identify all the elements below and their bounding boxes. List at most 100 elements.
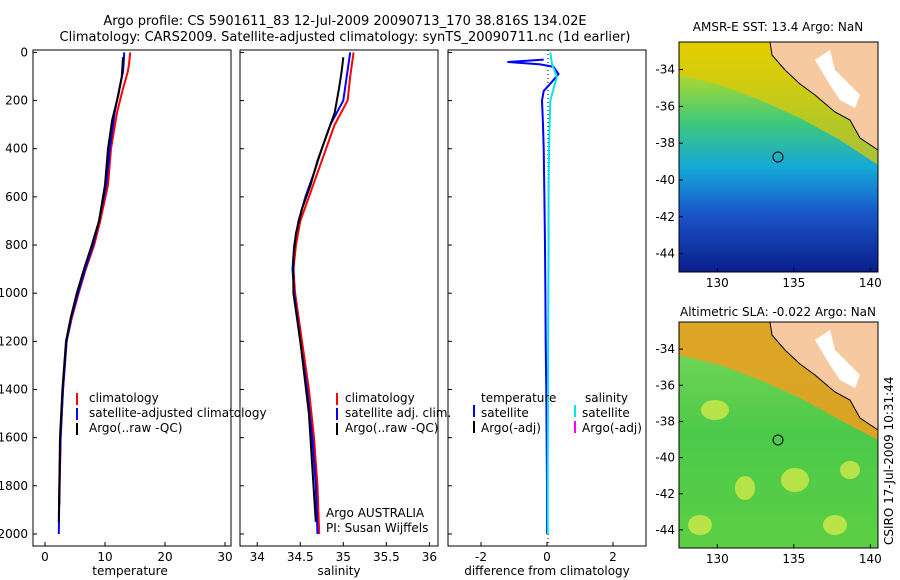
temperature-xlabel: temperature [92,564,167,578]
temperature-legend: climatology satellite-adjusted climatolo… [76,391,267,435]
map-y-tick-label: -34 [655,342,675,356]
y-tick-label: 800 [5,238,28,252]
y-tick-label: 400 [5,142,28,156]
series-line-climatology [292,52,355,535]
y-tick-label: 1600 [0,431,28,445]
x-tick-label: -2 [475,550,487,564]
difference-axis-ticks: -2 0 2 [448,51,617,564]
map-x-tick-label: 135 [782,552,805,566]
map-y-tick-label: -36 [655,99,675,113]
y-tick-label: 0 [20,45,28,59]
pi-annotation: PI: Susan Wijffels [326,521,428,535]
y-tick-label: 1200 [0,334,28,348]
salinity-xlabel: salinity [317,564,360,578]
series-line-satellite-adj-clim- [291,52,352,535]
x-tick-label: 35.5 [373,550,400,564]
sla-map-frame [678,321,879,549]
salinity-panel: 34 34.5 35 35.5 36 salinity climatology sate… [239,49,451,578]
legend-sal-satellite: satellite [582,406,630,420]
sla-argo-location-marker [772,434,784,446]
x-tick-label: 30 [217,550,232,564]
legend-temp-satellite: satellite [481,406,529,420]
x-tick-label: 20 [157,550,172,564]
salinity-legend: climatology satellite adj. clim. Argo(..… [336,391,451,435]
legend-argo: Argo(..raw -QC) [89,421,182,435]
series-line-satellite [507,58,560,534]
legend-salinity-header: salinity [585,391,628,405]
sst-coastline [769,41,879,151]
legend-climatology: climatology [89,391,159,405]
y-tick-label: 200 [5,94,28,108]
map-x-tick-label: 140 [859,276,882,290]
temperature-panel: 0 10 20 30 0 200 400 600 800 1000 1200 1400 1600 1800… [0,45,267,578]
sst-map-title: AMSR-E SST: 13.4 Argo: NaN [693,20,863,34]
series-line-satellite [546,52,558,534]
y-tick-label: 600 [5,190,28,204]
sst-map-frame [678,41,879,273]
salinity-plot-frame [239,49,439,547]
sla-gulf-water [815,330,860,388]
map-y-tick-label: -34 [655,63,675,77]
header-line1: Argo profile: CS 5901611_83 12-Jul-2009 … [103,14,586,29]
header-line2: Climatology: CARS2009. Satellite-adjuste… [60,30,631,45]
sla-coastline [769,321,879,431]
legend-temp-argo: Argo(-adj) [481,421,541,435]
series-line-argo-raw-qc- [57,57,124,522]
x-tick-label: 0 [543,550,551,564]
difference-legend: temperature satellite Argo(-adj) salinit… [473,391,642,435]
argo-australia-annotation: Argo AUSTRALIA [326,506,425,520]
temperature-axis-ticks: 0 10 20 30 0 200 400 600 800 1000 1200 1400 1600 1800… [0,45,233,564]
temperature-plot-frame [32,49,232,547]
map-y-tick-label: -40 [655,451,675,465]
sla-map-panel: Altimetric SLA: -0.022 Argo: NaN 130 135 1… [655,305,881,566]
legend-temperature-header: temperature [481,391,556,405]
y-tick-label: 2000 [0,527,28,541]
footer-stamp: CSIRO 17-Jul-2009 10:31:44 [882,377,896,545]
sla-coast-band [679,322,878,440]
legend-satellite-adj: satellite adj. clim. [345,406,451,420]
series-line-climatology [58,52,132,506]
temperature-series [57,52,132,535]
legend-argo: Argo(..raw -QC) [345,421,438,435]
legend-sal-argo: Argo(-adj) [582,421,642,435]
difference-xlabel: difference from climatology [464,564,630,578]
sst-map-ticks: 130 135 140 -34 -36 -38 -40 -42 -44 [655,63,881,290]
sst-gulf-water [815,50,860,108]
map-x-tick-label: 130 [706,276,729,290]
map-y-tick-label: -36 [655,378,675,392]
sla-anomaly-blobs [688,400,860,535]
salinity-series [291,52,355,535]
x-tick-label: 0 [41,550,49,564]
sst-map-panel: AMSR-E SST: 13.4 Argo: NaN 130 135 140 -34 -… [655,20,881,290]
map-y-tick-label: -44 [655,247,675,261]
legend-climatology: climatology [345,391,415,405]
map-y-tick-label: -40 [655,173,675,187]
difference-series [507,52,560,534]
map-x-tick-label: 140 [859,552,882,566]
y-tick-label: 1000 [0,286,28,300]
sst-land-mass [770,42,878,150]
map-x-tick-label: 130 [706,552,729,566]
y-tick-label: 1400 [0,382,28,396]
sst-argo-location-marker [772,151,784,163]
x-tick-label: 2 [609,550,617,564]
map-y-tick-label: -38 [655,136,675,150]
x-tick-label: 10 [97,550,112,564]
x-tick-label: 35 [336,550,351,564]
sst-warm-coast-band [679,42,878,165]
sla-land-mass [770,322,878,430]
x-tick-label: 34.5 [287,550,314,564]
map-y-tick-label: -42 [655,210,675,224]
map-x-tick-label: 135 [782,276,805,290]
difference-panel: -2 0 2 difference from climatology tempera… [447,49,647,578]
sla-map-ticks: 130 135 140 -34 -36 -38 -40 -42 -44 [655,342,881,566]
x-tick-label: 36 [422,550,437,564]
sla-map-title: Altimetric SLA: -0.022 Argo: NaN [680,305,876,319]
x-tick-label: 34 [250,550,265,564]
legend-satellite-adjusted: satellite-adjusted climatology [89,406,267,420]
salinity-axis-ticks: 34 34.5 35 35.5 36 [240,51,437,564]
map-y-tick-label: -44 [655,523,675,537]
map-y-tick-label: -38 [655,414,675,428]
series-line-argo-raw-qc- [292,57,345,522]
